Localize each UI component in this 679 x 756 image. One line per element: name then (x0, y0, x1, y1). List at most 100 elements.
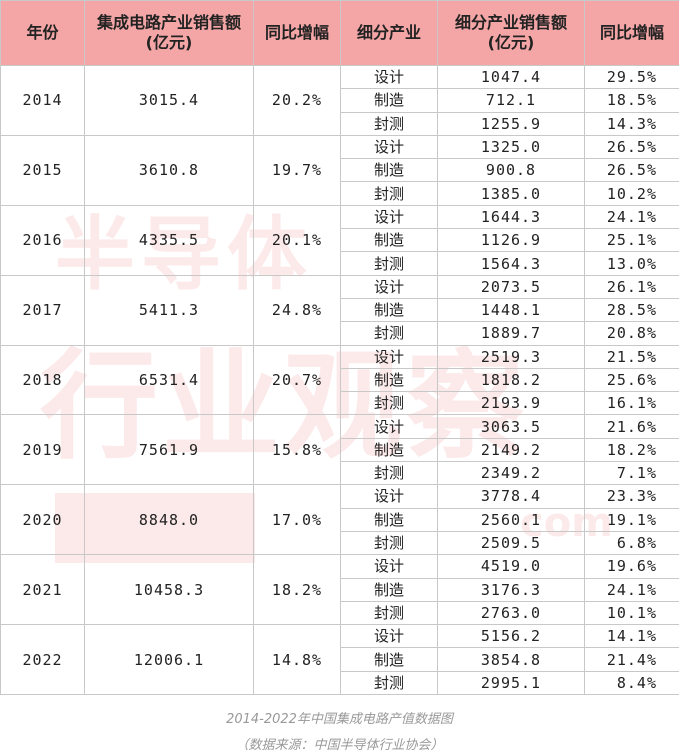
segment-growth-cell: 20.8% (584, 321, 679, 346)
segment-sales-cell: 1564.3 (437, 251, 585, 276)
segment-growth-cell: 26.1% (584, 274, 679, 299)
segment-name-cell: 设计 (340, 204, 438, 230)
table-header-row: 年份 集成电路产业销售额 (亿元) 同比增幅 细分产业 细分产业销售额 (亿元) 同比增幅 (0, 0, 679, 66)
segment-sales-cell: 1889.7 (437, 321, 585, 346)
table-row: 封测 2193.9 16.1% (1, 391, 679, 416)
segment-name-cell: 设计 (340, 134, 438, 160)
segment-sales-cell: 1325.0 (437, 134, 585, 160)
segment-sales-cell: 2349.2 (437, 461, 585, 486)
total-sales-cell: 10458.3 (84, 554, 254, 626)
segment-name-cell: 设计 (340, 64, 438, 90)
year-cell: 2019 (0, 414, 85, 486)
segment-growth-cell: 26.5% (584, 134, 679, 160)
table-row: 2014 3015.4 20.2% 设计 1047.4 29.5% (0, 64, 679, 136)
total-sales-cell: 3610.8 (84, 134, 254, 206)
table-row: 2015 3610.8 19.7% 设计 1325.0 26.5% (0, 134, 679, 206)
segment-name-cell: 封测 (340, 251, 438, 276)
total-sales-cell: 7561.9 (84, 414, 254, 486)
year-cell: 2017 (0, 274, 85, 346)
total-sales-cell: 8848.0 (84, 484, 254, 556)
segment-sales-cell: 1644.3 (437, 204, 585, 230)
segment-name-cell: 制造 (340, 297, 438, 323)
table-row: 2022 12006.1 14.8% 设计 5156.2 14.1% (0, 624, 679, 696)
total-growth-cell: 19.7% (253, 134, 341, 206)
total-sales-cell: 6531.4 (84, 344, 254, 416)
segment-name-cell: 设计 (340, 414, 438, 439)
segment-sales-cell: 2193.9 (437, 391, 585, 416)
table-row: 制造 712.1 18.5% (1, 88, 679, 113)
year-cell: 2018 (0, 344, 85, 416)
segment-growth-cell: 21.5% (584, 344, 679, 369)
segment-sales-cell: 4519.0 (437, 554, 585, 579)
segment-growth-cell: 18.5% (584, 88, 679, 113)
segment-growth-cell: 14.1% (584, 624, 679, 649)
segment-sales-cell: 1047.4 (437, 64, 585, 90)
table-row: 封测 1564.3 13.0% (1, 251, 679, 276)
ic-sales-table: 年份 集成电路产业销售额 (亿元) 同比增幅 细分产业 细分产业销售额 (亿元) 同比增幅 2… (0, 0, 679, 696)
figure-source: （数据来源：中国半导体行业协会） (235, 738, 444, 753)
segment-sales-cell: 712.1 (437, 88, 585, 113)
year-cell: 2015 (0, 134, 85, 206)
segment-name-cell: 制造 (340, 647, 438, 672)
segment-name-cell: 设计 (340, 344, 438, 369)
segment-growth-cell: 18.2% (584, 437, 679, 463)
segment-sales-cell: 900.8 (437, 158, 585, 183)
table-row: 封测 1385.0 10.2% (1, 181, 679, 206)
table-row: 制造 900.8 26.5% (1, 158, 679, 183)
segment-name-cell: 制造 (340, 158, 438, 183)
total-growth-cell: 14.8% (253, 624, 341, 696)
segment-name-cell: 封测 (340, 670, 438, 696)
segment-growth-cell: 13.0% (584, 251, 679, 276)
segment-growth-cell: 19.6% (584, 554, 679, 579)
total-growth-cell: 17.0% (253, 484, 341, 556)
table-row: 制造 1126.9 25.1% (1, 228, 679, 253)
segment-growth-cell: 14.3% (584, 111, 679, 136)
table-row: 2020 8848.0 17.0% 设计 3778.4 23.3% (0, 484, 679, 556)
segment-name-cell: 设计 (340, 624, 438, 649)
table-body: 2014 3015.4 20.2% 设计 1047.4 29.5% 制造 712.1 18.5%… (0, 64, 679, 696)
segment-growth-cell: 10.2% (584, 181, 679, 206)
column-header: 细分产业 (340, 0, 438, 66)
segment-growth-cell: 25.6% (584, 367, 679, 393)
segment-name-cell: 制造 (340, 88, 438, 113)
segment-growth-cell: 16.1% (584, 391, 679, 416)
segment-growth-cell: 23.3% (584, 484, 679, 509)
segment-sales-cell: 1448.1 (437, 297, 585, 323)
segment-growth-cell: 10.1% (584, 600, 679, 626)
column-header: 年份 (0, 0, 85, 66)
total-sales-cell: 3015.4 (84, 65, 254, 136)
segment-growth-cell: 26.5% (584, 158, 679, 183)
total-growth-cell: 24.8% (253, 274, 341, 346)
segment-growth-cell: 21.4% (584, 647, 679, 672)
table-row: 封测 1255.9 14.3% (1, 111, 679, 136)
segment-sales-cell: 1255.9 (437, 111, 585, 136)
segment-growth-cell: 24.1% (584, 204, 679, 230)
segment-sales-cell: 1385.0 (437, 181, 585, 206)
column-header: 同比增幅 (584, 0, 679, 66)
total-sales-cell: 12006.1 (84, 624, 254, 696)
segment-name-cell: 制造 (340, 228, 438, 253)
year-cell: 2021 (0, 554, 85, 626)
segment-sales-cell: 2519.3 (437, 344, 585, 369)
year-cell: 2016 (0, 204, 85, 276)
total-sales-cell: 5411.3 (84, 274, 254, 346)
segment-name-cell: 制造 (340, 577, 438, 602)
segment-growth-cell: 21.6% (584, 414, 679, 439)
total-growth-cell: 20.2% (253, 65, 341, 136)
segment-name-cell: 封测 (340, 461, 438, 486)
segment-sales-cell: 5156.2 (437, 624, 585, 649)
segment-name-cell: 制造 (340, 507, 438, 532)
year-cell: 2014 (0, 65, 85, 136)
segment-sales-cell: 2509.5 (437, 530, 585, 556)
segment-name-cell: 封测 (340, 111, 438, 136)
segment-sales-cell: 2995.1 (437, 670, 585, 696)
segment-name-cell: 封测 (340, 530, 438, 556)
total-growth-cell: 15.8% (253, 414, 341, 486)
column-header: 同比增幅 (253, 0, 341, 66)
segment-growth-cell: 8.4% (584, 670, 679, 696)
segment-sales-cell: 2763.0 (437, 600, 585, 626)
segment-sales-cell: 2149.2 (437, 437, 585, 463)
table-row: 2021 10458.3 18.2% 设计 4519.0 19.6% (0, 554, 679, 626)
segment-sales-cell: 3176.3 (437, 577, 585, 602)
table-row: 制造 2560.1 19.1% (1, 507, 679, 532)
